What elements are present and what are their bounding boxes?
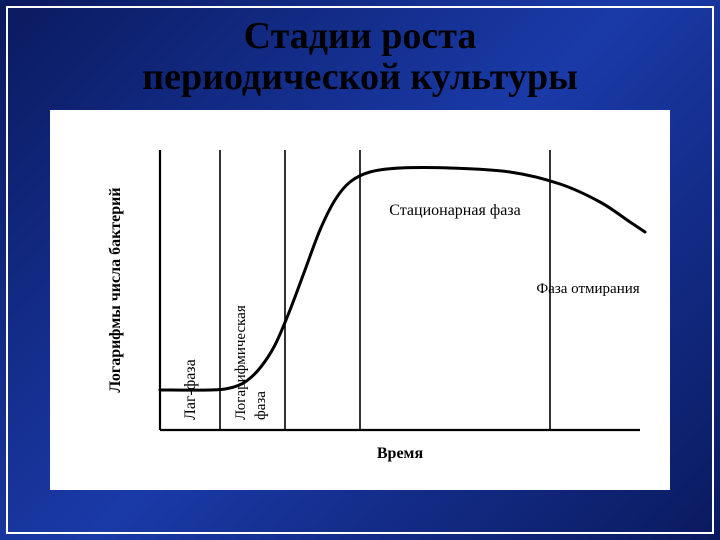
slide-background: Стадии роста периодической культуры Врем… xyxy=(0,0,720,540)
phase-label: Фаза отмирания xyxy=(536,281,639,297)
slide-inner: Стадии роста периодической культуры Врем… xyxy=(6,6,714,534)
chart-svg: Время Логарифмы числа бактерий Лаг-фаза Лог… xyxy=(50,110,670,490)
title-line-1: Стадии роста xyxy=(244,15,477,57)
x-axis-label: Время xyxy=(377,445,424,462)
title-line-2: периодической культуры xyxy=(142,56,578,98)
phase-label: Логарифмическая xyxy=(233,305,249,420)
growth-curve-chart: Время Логарифмы числа бактерий Лаг-фаза Лог… xyxy=(50,110,670,490)
phase-label: фаза xyxy=(253,391,269,420)
slide-title: Стадии роста периодической культуры xyxy=(142,16,578,98)
phase-label: Стационарная фаза xyxy=(389,202,520,219)
phase-label: Лаг-фаза xyxy=(182,359,199,420)
y-axis-label: Логарифмы числа бактерий xyxy=(107,187,124,392)
